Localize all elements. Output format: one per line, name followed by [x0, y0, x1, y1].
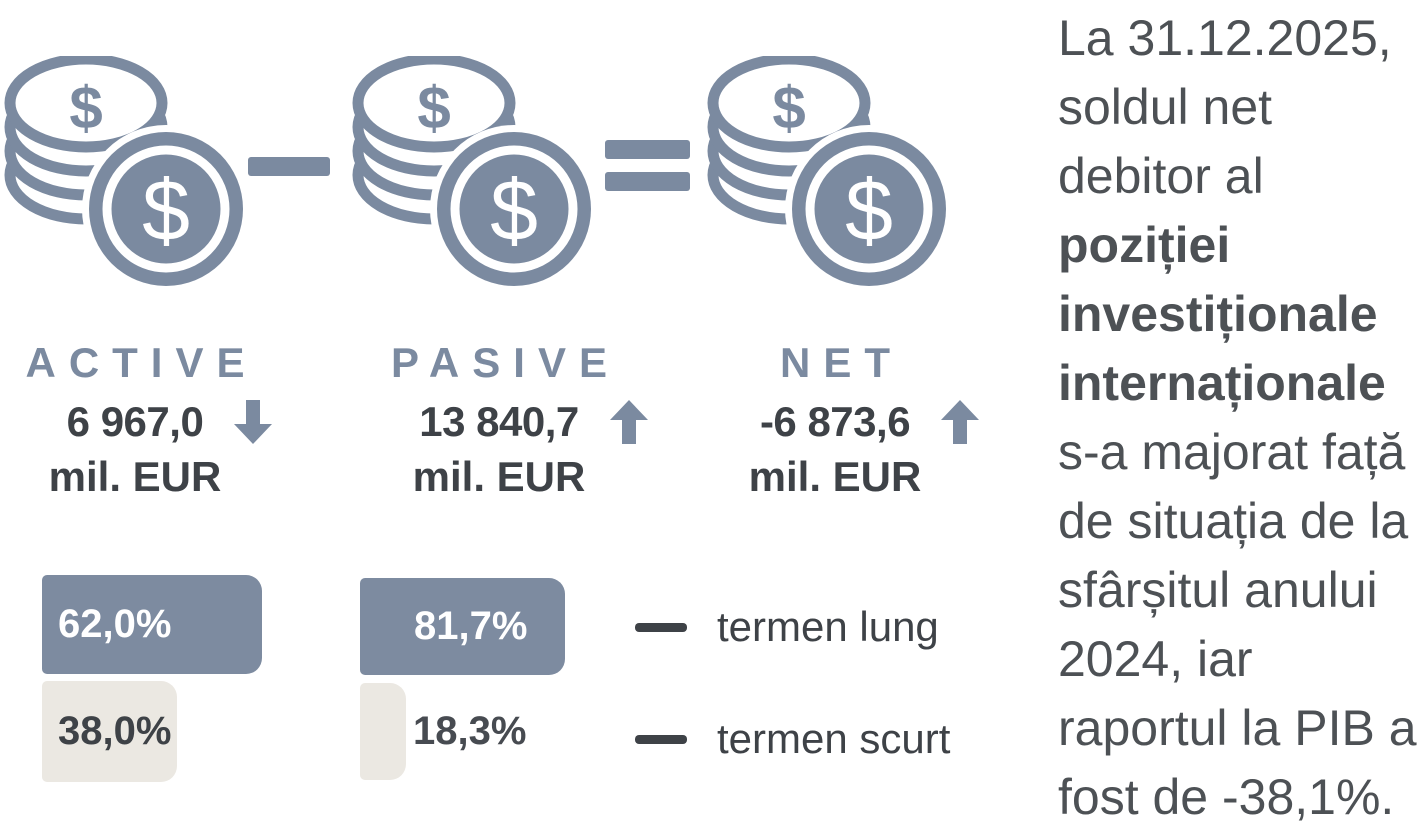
legend-item-termen-lung: termen lung [635, 601, 939, 653]
coins-icon-active [2, 56, 246, 290]
summary-paragraph: La 31.12.2025, soldul net debitor al poz… [1058, 4, 1428, 832]
equals-bar-bottom [605, 172, 690, 191]
legend-label: termen scurt [717, 715, 951, 762]
equals-icon [605, 140, 690, 191]
paragraph-line: sfârșitul anului [1058, 562, 1378, 618]
legend-dash-icon [635, 622, 687, 632]
column-pasive-value: 13 840,7 [419, 398, 579, 445]
equals-bar-top [605, 140, 690, 159]
coins-icon-pasive [350, 56, 594, 290]
paragraph-line: internaționale [1058, 355, 1386, 411]
column-net-title: NET [780, 339, 903, 386]
column-active-value-row: 6 967,0 [46, 398, 296, 446]
column-active-unit: mil. EUR [48, 453, 222, 500]
bar-pasive-termen-scurt-label: 18,3% [413, 709, 527, 753]
column-net-value: -6 873,6 [759, 398, 911, 445]
column-active-title: ACTIVE [25, 339, 258, 386]
paragraph-line: raportul la PIB a [1058, 700, 1417, 756]
arrow-up-icon [607, 400, 651, 444]
bar-pasive-termen-lung-label: 81,7% [414, 604, 528, 648]
legend-label: termen lung [717, 603, 939, 650]
column-active-value: 6 967,0 [66, 398, 204, 445]
column-active: ACTIVE 6 967,0 mil. EUR [10, 340, 260, 500]
paragraph-line: 2024, iar [1058, 631, 1253, 687]
paragraph-line: investiționale [1058, 286, 1378, 342]
bar-active-termen-scurt: 38,0% [42, 681, 177, 782]
coins-icon-net [705, 56, 949, 290]
paragraph-line: poziției [1058, 217, 1231, 273]
legend-dash-icon [635, 734, 687, 744]
paragraph-line: debitor al [1058, 148, 1264, 204]
paragraph-line: s-a majorat față [1058, 424, 1406, 480]
column-net-unit: mil. EUR [748, 453, 922, 500]
bar-active-termen-lung-label: 62,0% [58, 602, 172, 646]
bar-active-termen-lung: 62,0% [42, 575, 262, 674]
column-pasive-unit: mil. EUR [412, 453, 586, 500]
paragraph-line: La 31.12.2025, [1058, 10, 1392, 66]
column-net-value-row: -6 873,6 [746, 398, 996, 446]
arrow-up-icon [938, 400, 982, 444]
paragraph-line: soldul net [1058, 79, 1273, 135]
paragraph-line: fost de -38,1%. [1058, 769, 1395, 825]
column-pasive-value-row: 13 840,7 [410, 398, 660, 446]
column-net: NET -6 873,6 mil. EUR [710, 340, 960, 500]
bar-active-termen-scurt-label: 38,0% [58, 709, 172, 753]
paragraph-line: de situația de la [1058, 493, 1409, 549]
bar-pasive-termen-lung: 81,7% [360, 578, 565, 675]
arrow-down-icon [231, 400, 275, 444]
minus-icon [248, 157, 330, 176]
bar-pasive-termen-scurt [360, 683, 406, 780]
legend-item-termen-scurt: termen scurt [635, 713, 950, 765]
column-pasive: PASIVE 13 840,7 mil. EUR [374, 340, 624, 500]
column-pasive-title: PASIVE [391, 339, 620, 386]
